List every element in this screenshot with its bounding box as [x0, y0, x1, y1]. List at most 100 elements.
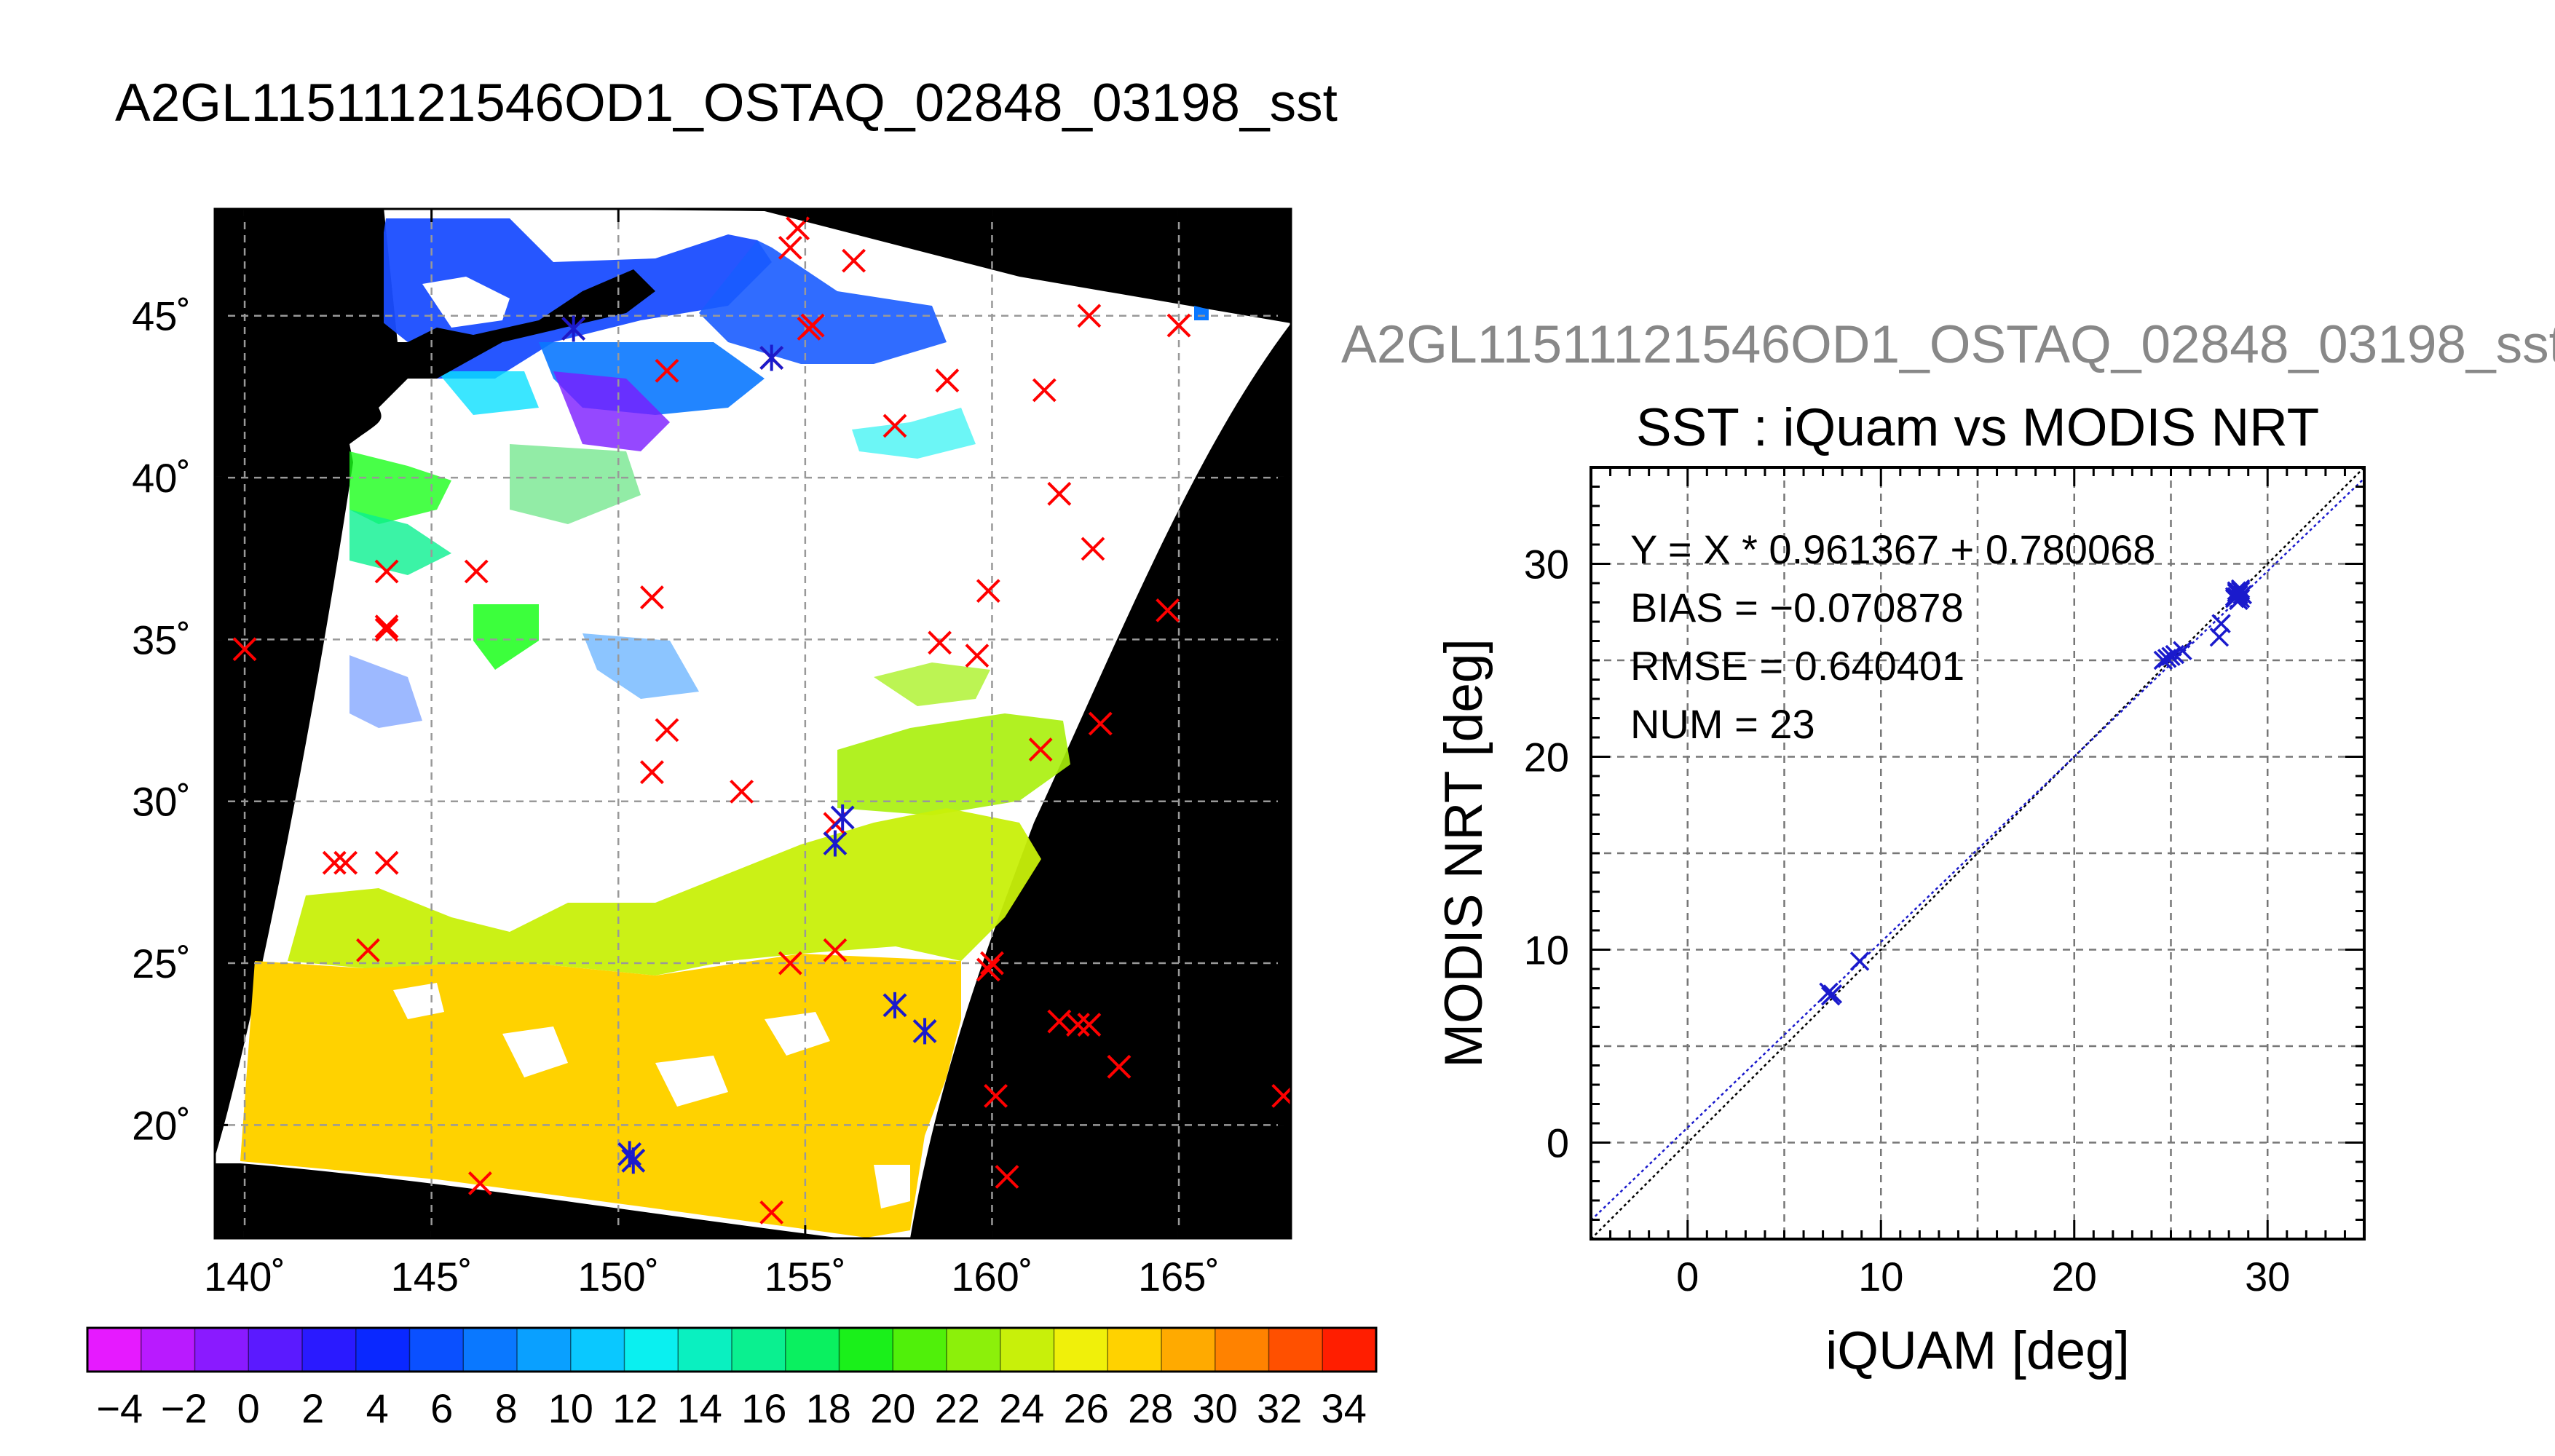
map-lat-labels: 20˚ 25˚ 30˚ 35˚ 40˚ 45˚	[132, 293, 191, 1149]
red-marker	[995, 1165, 1019, 1189]
red-marker-b	[1066, 1013, 1090, 1037]
red-marker-b	[333, 850, 358, 875]
map-frame	[213, 207, 1292, 1240]
red-marker-b	[1032, 378, 1057, 403]
red-marker	[464, 559, 489, 584]
scatter-file-title: A2GL11511121546OD1_OSTAQ_02848_03198_sst	[1341, 315, 2555, 374]
scatter-point	[1819, 982, 1839, 1002]
colorbar-segment	[732, 1328, 786, 1372]
map-lat-label: 45˚	[132, 293, 191, 339]
red-marker-b	[1047, 1009, 1072, 1034]
colorbar: −4 −2 0 2 4 6 8 10 12 14 16 18 20 22 24 26 28 30 32 34	[86, 1326, 1378, 1431]
scatter-point	[2230, 581, 2251, 601]
scatter-point	[2230, 588, 2251, 609]
red-marker-b	[232, 637, 257, 662]
scatter-annotations: Y = X * 0.961367 + 0.780068 BIAS = −0.070…	[1630, 526, 2155, 747]
colorbar-segment	[355, 1328, 410, 1372]
map-lon-label: 155˚	[765, 1254, 846, 1299]
red-marker-b	[797, 317, 821, 341]
map-lon-label: 160˚	[951, 1254, 1032, 1299]
colorbar-label: 0	[237, 1385, 260, 1431]
red-marker	[467, 1171, 492, 1195]
red-marker	[965, 644, 990, 668]
red-marker	[778, 235, 802, 260]
page-title: A2GL11511121546OD1_OSTAQ_02848_03198_sst	[115, 74, 1338, 132]
red-marker-b	[1107, 1054, 1132, 1079]
red-marker-b	[980, 951, 1004, 976]
red-marker-b	[640, 585, 664, 609]
map-ticks	[215, 209, 1291, 1238]
colorbar-label: 30	[1193, 1385, 1238, 1431]
red-marker	[984, 1083, 1008, 1108]
red-marker	[333, 850, 358, 875]
colorbar-segment	[1107, 1328, 1162, 1372]
colorbar-segment	[1322, 1328, 1377, 1372]
scatter-point-b	[2227, 587, 2247, 606]
scatter-point	[1820, 986, 1841, 1006]
red-marker-b	[322, 850, 347, 875]
red-marker	[1081, 537, 1105, 561]
scatter-grid	[1591, 467, 2364, 1239]
map-lon-label: 145˚	[391, 1254, 473, 1299]
scatter-x-tick-label: 30	[2245, 1254, 2290, 1299]
colorbar-label: 2	[301, 1385, 324, 1431]
red-marker	[374, 617, 399, 642]
scatter-point	[2161, 646, 2181, 666]
scatter-point-b	[2230, 588, 2251, 609]
scatter-point-b	[1820, 986, 1841, 1006]
red-marker	[928, 630, 952, 655]
red-marker-b	[935, 368, 960, 393]
red-marker	[355, 938, 380, 962]
colorbar-label: 4	[366, 1385, 389, 1431]
scatter-point	[1849, 951, 1870, 971]
red-marker-b	[778, 951, 802, 976]
scatter-point-b	[2209, 627, 2230, 647]
red-marker	[759, 1200, 784, 1224]
scatter-point-b	[1849, 951, 1870, 971]
map-lon-label: 150˚	[577, 1254, 659, 1299]
colorbar-segment	[893, 1328, 947, 1372]
scatter-x-tick-label: 20	[2052, 1254, 2097, 1299]
red-marker	[1028, 737, 1053, 761]
red-marker-b	[1088, 711, 1113, 736]
red-marker-b	[1156, 598, 1180, 622]
red-marker-b	[730, 779, 754, 804]
red-marker	[640, 585, 664, 609]
red-marker	[655, 718, 679, 743]
colorbar-segment	[517, 1328, 572, 1372]
colorbar-segment	[409, 1328, 464, 1372]
red-marker-b	[374, 614, 399, 639]
colorbar-label: 34	[1322, 1385, 1367, 1431]
red-marker	[655, 358, 679, 383]
colorbar-label: 32	[1257, 1385, 1302, 1431]
map-lat-label: 30˚	[132, 779, 191, 825]
colorbar-label: 26	[1064, 1385, 1109, 1431]
colorbar-label: 18	[806, 1385, 851, 1431]
colorbar-frame	[86, 1326, 1378, 1373]
colorbar-segment	[839, 1328, 893, 1372]
colorbar-label: 24	[999, 1385, 1044, 1431]
colorbar-label: 12	[612, 1385, 657, 1431]
colorbar-segment	[302, 1328, 357, 1372]
map-lat-label: 35˚	[132, 617, 191, 662]
red-marker-b	[467, 1171, 492, 1195]
scatter-y-tick-label: 30	[1524, 542, 1569, 587]
red-marker-b	[655, 718, 679, 743]
scatter-annotation: NUM = 23	[1630, 701, 1815, 747]
map-lon-label: 165˚	[1138, 1254, 1220, 1299]
red-marker	[778, 951, 802, 976]
red-marker-b	[1028, 737, 1053, 761]
colorbar-label: 16	[741, 1385, 786, 1431]
scatter-point	[2211, 614, 2231, 633]
red-marker	[1047, 481, 1072, 506]
scatter-point	[2165, 644, 2185, 665]
red-marker	[882, 414, 907, 438]
red-marker	[374, 850, 399, 875]
red-marker-b	[759, 1200, 784, 1224]
red-marker-b	[1077, 304, 1102, 328]
map-lon-label: 140˚	[204, 1254, 285, 1299]
colorbar-segment	[463, 1328, 518, 1372]
colorbar-segment	[947, 1328, 1001, 1372]
red-marker-b	[823, 938, 848, 962]
